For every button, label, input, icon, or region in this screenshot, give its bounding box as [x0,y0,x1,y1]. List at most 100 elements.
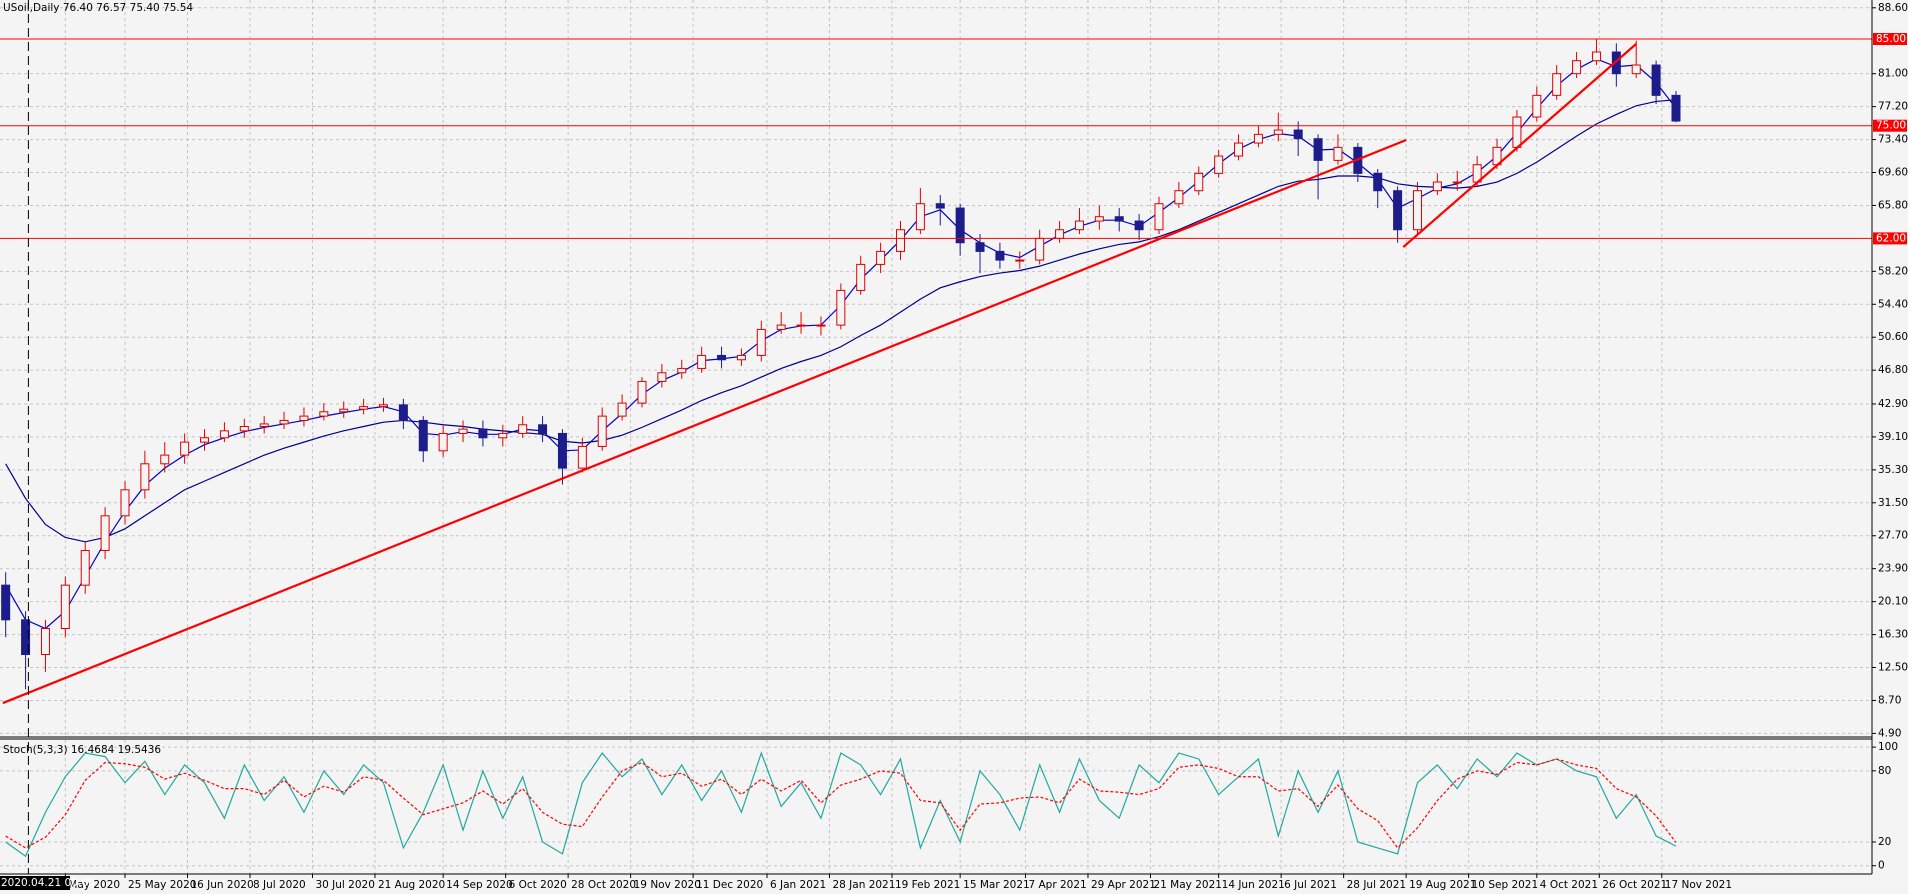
candle-body [1313,138,1323,161]
candle-body [398,404,408,421]
candle-body [1293,129,1303,140]
candle-body [1035,237,1045,261]
x-tick-label: 14 Jun 2021 [1222,879,1285,891]
y-tick-label: 81.00 [1878,68,1908,80]
candle-body [895,229,905,252]
candle-body [1234,142,1244,157]
candle-body [180,441,190,456]
y-tick-label: 69.60 [1878,167,1908,179]
candle-body [518,424,528,434]
candle-body [1094,216,1104,222]
trend-line [1402,43,1637,248]
y-tick-label: 77.20 [1878,101,1908,113]
candle-body [1671,94,1681,122]
candle-body [955,207,965,244]
candle-body [100,515,110,551]
candle-body [1,584,11,621]
x-tick-label: 28 Oct 2020 [571,879,636,891]
y-tick-label: 42.90 [1878,398,1908,410]
candle-body [1154,203,1164,231]
candle-body [458,428,468,434]
candle-body [359,406,369,410]
candle-body [1631,64,1641,75]
candle-body [995,250,1005,261]
candle-body [557,432,567,469]
candle-body [1591,51,1601,62]
candle-body [140,463,150,491]
candle-body [856,263,866,291]
y-tick-label: 8.70 [1878,694,1901,706]
y-tick-label: 54.40 [1878,298,1908,310]
candle-body [1412,190,1422,231]
candle-body [1134,220,1144,231]
x-tick-label: 6 Jul 2021 [1284,879,1337,891]
candle-body [1373,172,1383,192]
candle-body [836,289,846,326]
candle-body [1393,190,1403,231]
candle-body [478,428,488,439]
candle-body [239,426,249,432]
candle-body [657,372,667,382]
x-tick-label: 7 Apr 2021 [1028,879,1086,891]
chart-title: USoil,Daily 76.40 76.57 75.40 75.54 [3,2,193,14]
candle-body [1253,133,1263,144]
x-tick-label: 28 Jan 2021 [832,879,895,891]
candle-body [1452,181,1462,184]
candle-body [796,324,806,327]
level-label-box [1873,119,1907,132]
candle-body [1572,60,1582,75]
candle-body [1015,259,1025,262]
candle-body [120,489,130,517]
x-tick-label: May 2020 [68,879,120,891]
x-tick-label: 30 Jul 2020 [315,879,374,891]
candle-body [1194,172,1204,192]
x-tick-label: 16 Jun 2020 [190,879,253,891]
level-label-box [1873,232,1907,245]
y-tick-label: 0 [1878,860,1885,872]
candle-body [438,432,448,452]
candle-body [617,402,627,417]
candle-body [1532,94,1542,118]
candle-body [259,423,269,428]
candle-body [876,250,886,265]
candle-body [1552,73,1562,96]
candle-body [736,354,746,361]
candle-body [498,432,508,439]
candle-body [1174,190,1184,205]
y-tick-label: 20.10 [1878,596,1908,608]
candle-body [935,203,945,209]
y-tick-label: 46.80 [1878,364,1908,376]
candle-body [60,584,70,630]
moving-average [5,99,1677,543]
x-tick-label: 19 Aug 2021 [1409,879,1476,891]
x-tick-label: 19 Nov 2020 [634,879,701,891]
candle-body [1114,216,1124,222]
x-tick-label: 25 May 2020 [128,879,196,891]
candle-body [1651,64,1661,96]
x-tick-label: 17 Nov 2021 [1665,879,1732,891]
level-label: 62.00 [1876,232,1906,244]
indicator-title: Stoch(5,3,3) 16.4684 19.5436 [3,744,161,756]
x-tick-label: 6 Jan 2021 [770,879,826,891]
candle-body [378,404,388,408]
y-tick-label: 80 [1878,765,1891,777]
level-label: 85.00 [1876,33,1906,45]
candle-body [816,324,826,327]
candle-body [299,415,309,421]
x-tick-label: 29 Apr 2021 [1091,879,1156,891]
x-tick-label: 10 Sep 2021 [1472,879,1539,891]
oscillator-line [5,751,1677,858]
candle-body [1074,220,1084,231]
candle-body [200,437,210,443]
candle-body [597,415,607,447]
crosshair-label-box [0,876,70,890]
y-tick-label: 50.60 [1878,331,1908,343]
x-tick-label: 14 Sep 2020 [446,879,513,891]
candle-body [1333,146,1343,161]
candle-body [776,324,786,330]
y-tick-label: 65.80 [1878,199,1908,211]
x-tick-label: 4 Oct 2021 [1540,879,1598,891]
